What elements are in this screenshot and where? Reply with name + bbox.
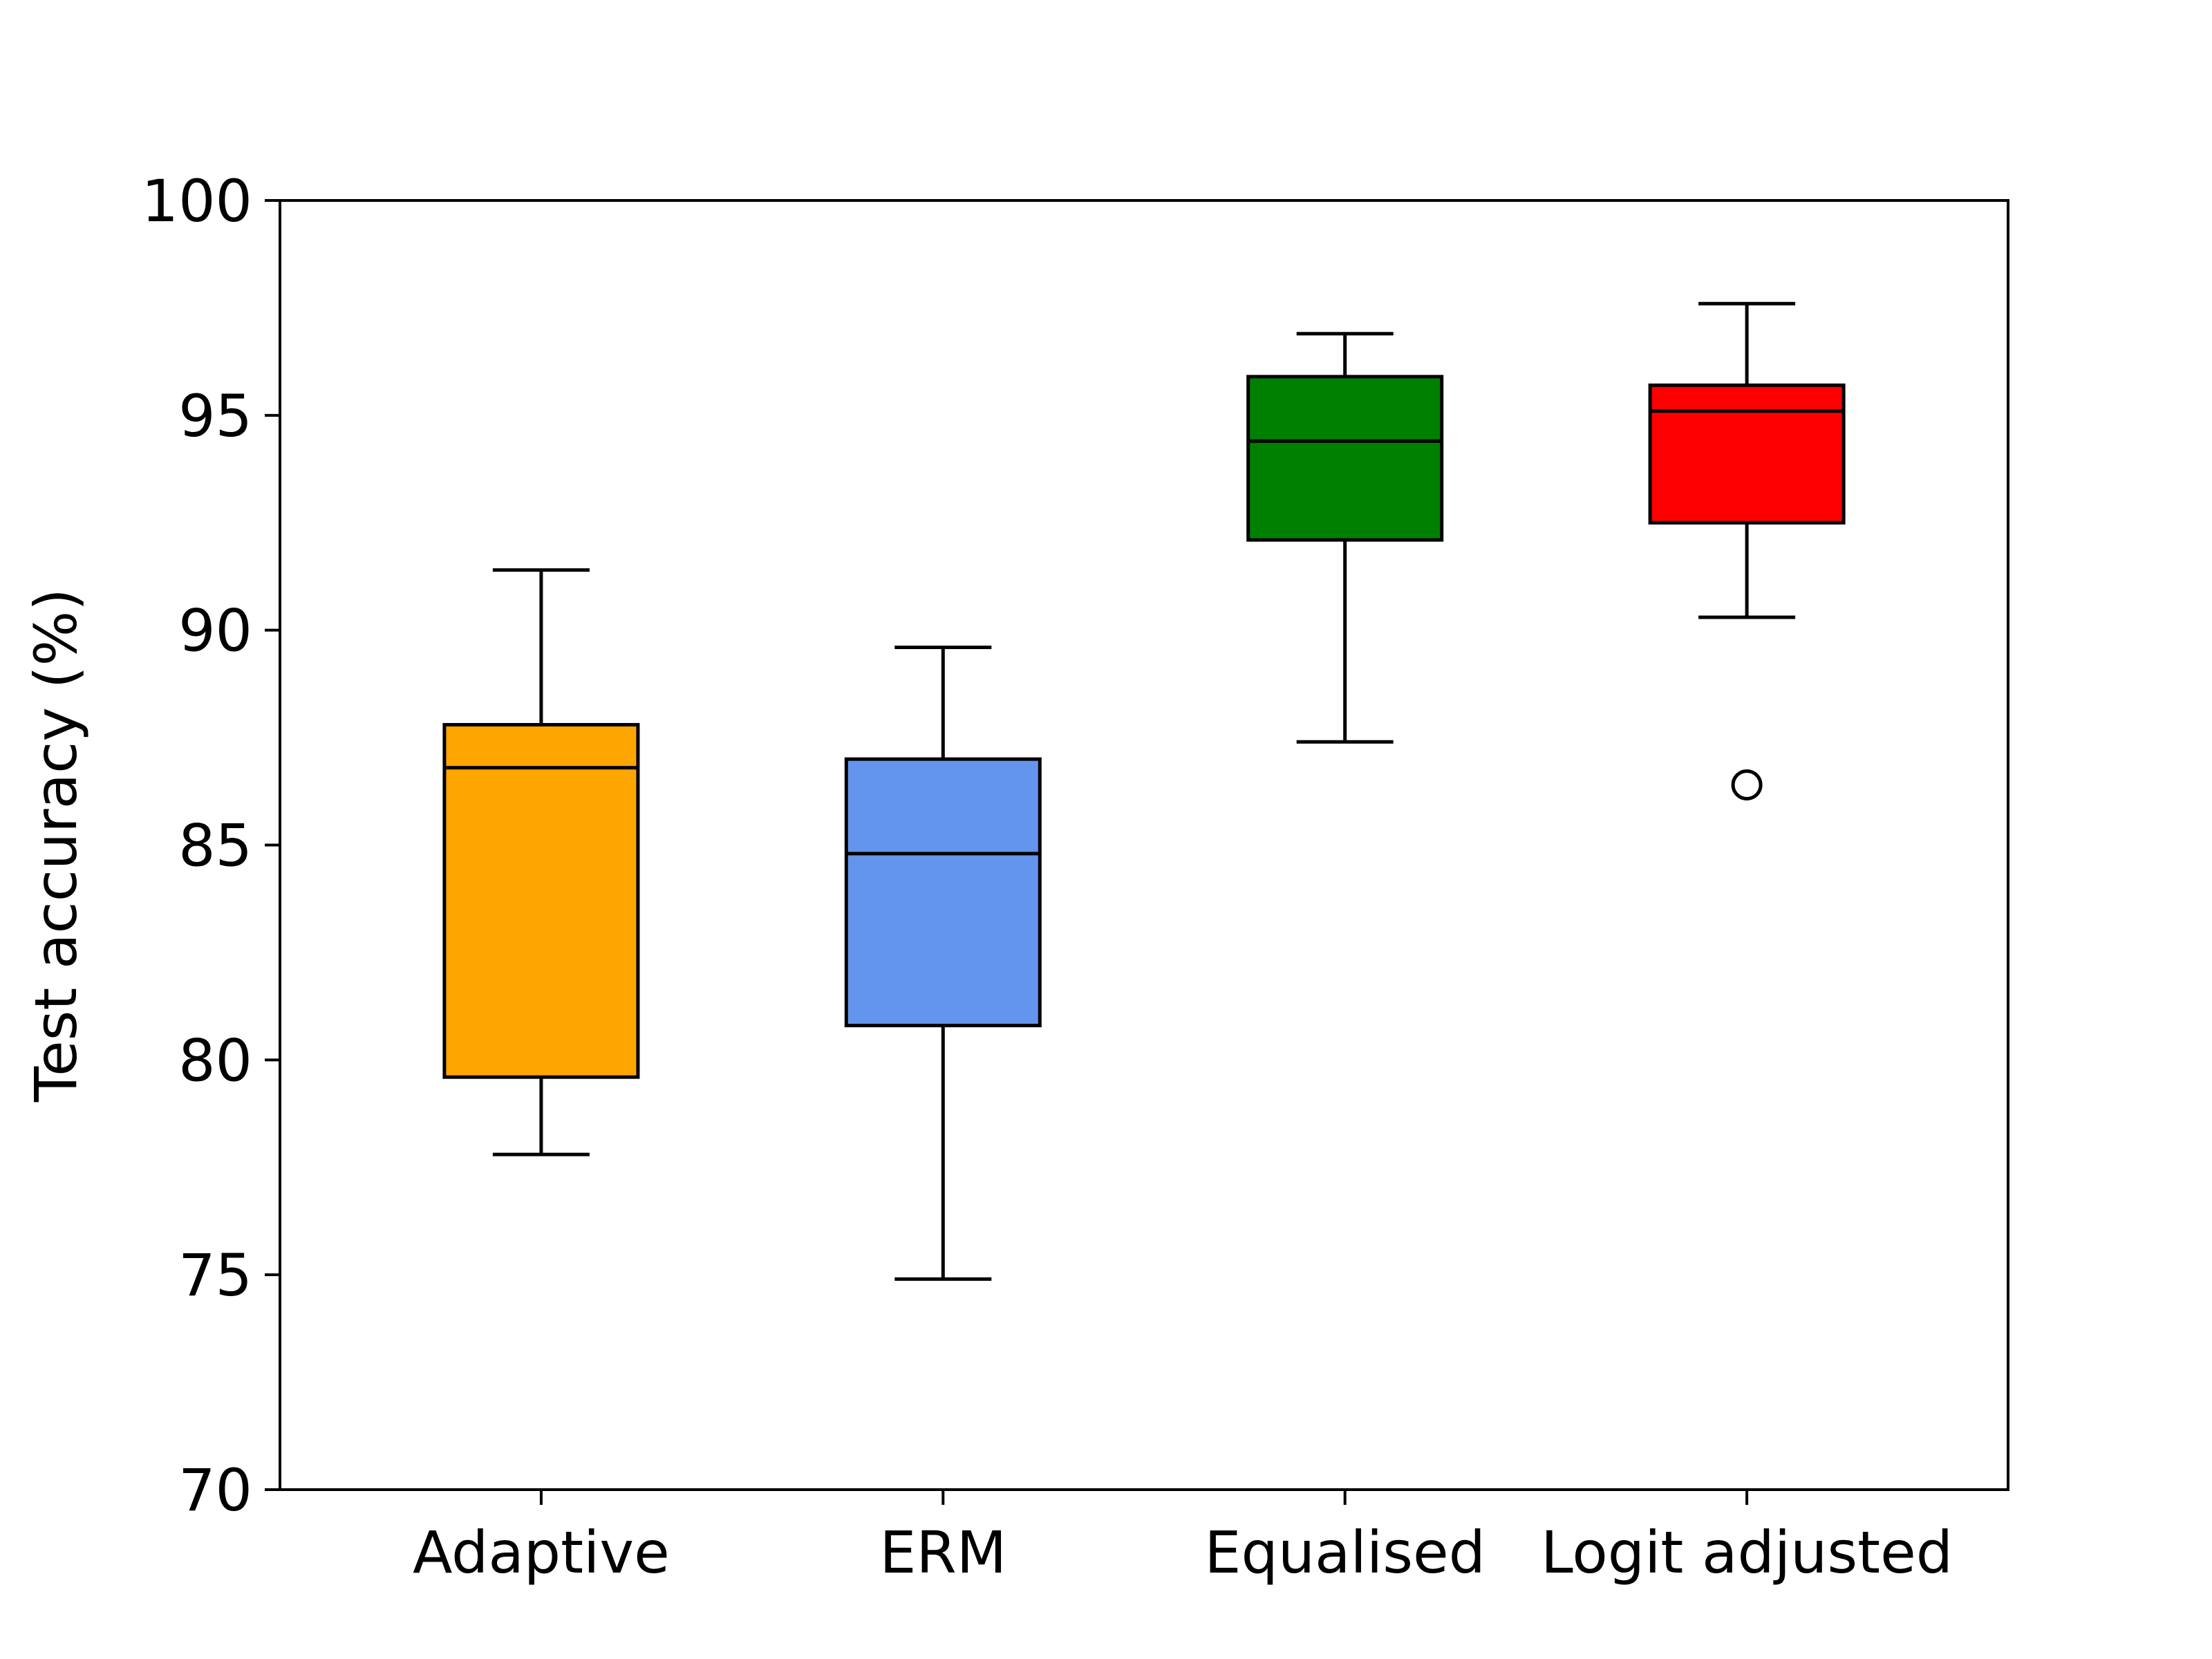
x-tick-label: Adaptive: [413, 1519, 670, 1586]
y-axis-title: Test accuracy (%): [22, 588, 90, 1103]
box-group: [1246, 332, 1444, 744]
y-tick-label: 90: [178, 597, 252, 665]
box-iqr: [1648, 383, 1846, 525]
y-tick-label: 100: [142, 167, 252, 235]
boxes-layer: [442, 301, 1846, 1281]
y-tick-label: 75: [178, 1241, 252, 1309]
box-iqr: [1246, 375, 1444, 542]
x-tick-label: Logit adjusted: [1541, 1519, 1953, 1586]
box-iqr: [442, 722, 640, 1079]
box-group: [442, 568, 640, 1156]
box-group: [844, 646, 1042, 1281]
y-tick-label: 85: [178, 812, 252, 880]
box-iqr: [844, 757, 1042, 1028]
y-tick-label: 80: [178, 1027, 252, 1094]
box-group: [1648, 301, 1846, 800]
x-tick-label: Equalised: [1204, 1519, 1485, 1586]
y-tick-label: 70: [178, 1456, 252, 1524]
y-tick-label: 95: [178, 382, 252, 450]
axes-layer: 70 75 80 85 90 95 100 Adaptive ERM Equalised Logit…: [142, 167, 2009, 1586]
outlier-point: [1731, 769, 1763, 800]
x-tick-label: ERM: [879, 1519, 1006, 1586]
